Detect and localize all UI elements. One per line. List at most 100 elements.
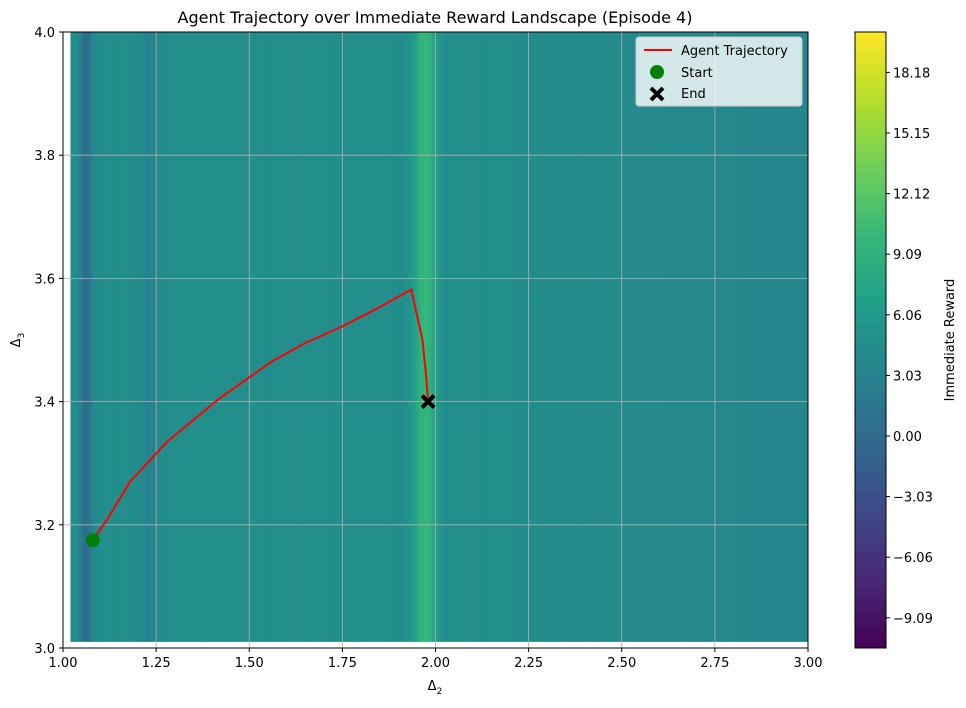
heatmap-column: [70, 32, 73, 642]
colorbar-ticks: −9.09 −6.06 −3.03 0.00 3.03 6.06 9.09 12.12 15.1…: [886, 66, 933, 627]
heatmap-column: [413, 32, 416, 642]
heatmap-column: [299, 32, 302, 642]
heatmap-column: [550, 32, 553, 642]
heatmap-column: [501, 32, 504, 642]
heatmap-column: [657, 32, 660, 642]
heatmap-column: [176, 32, 179, 642]
heatmap-column: [457, 32, 460, 642]
heatmap-column: [492, 32, 495, 642]
y-tick-label: 3.8: [34, 149, 55, 164]
heatmap-column: [538, 32, 541, 642]
heatmap-column: [128, 32, 131, 642]
heatmap-column: [472, 32, 475, 642]
heatmap-column: [311, 32, 314, 642]
heatmap-column: [274, 32, 277, 642]
heatmap-column: [225, 32, 228, 642]
heatmap-column: [216, 32, 219, 642]
heatmap-column: [258, 32, 261, 642]
heatmap-column: [776, 32, 779, 642]
heatmap-column: [270, 32, 273, 642]
heatmap-column: [773, 32, 776, 642]
heatmap-column: [781, 32, 784, 642]
heatmap-column: [739, 32, 742, 642]
heatmap-column: [529, 32, 532, 642]
heatmap-column: [490, 32, 493, 642]
heatmap-column: [237, 32, 240, 642]
heatmap-column: [118, 32, 121, 642]
heatmap-column: [547, 32, 550, 642]
heatmap-column: [210, 32, 213, 642]
heatmap-column: [560, 32, 563, 642]
heatmap-column: [213, 32, 216, 642]
heatmap-column: [94, 32, 97, 642]
heatmap-column: [734, 32, 738, 642]
heatmap-column: [349, 32, 352, 642]
heatmap-column: [185, 32, 188, 642]
heatmap-column: [389, 32, 392, 642]
heatmap-column: [718, 32, 721, 642]
heatmap-column: [165, 32, 168, 642]
heatmap-column: [219, 32, 222, 642]
heatmap-column: [523, 32, 526, 642]
y-axis-label: Δ3: [9, 333, 27, 348]
heatmap-column: [730, 32, 733, 642]
heatmap-column: [359, 32, 362, 642]
heatmap-column: [654, 32, 657, 642]
x-tick-label: 1.50: [235, 656, 264, 671]
heatmap-column: [635, 32, 638, 642]
heatmap-column: [690, 32, 693, 642]
heatmap-column: [621, 32, 624, 642]
heatmap-column: [164, 32, 167, 642]
heatmap-column: [362, 32, 365, 642]
heatmap-column: [562, 32, 565, 642]
series-layer: [85, 287, 436, 548]
heatmap-column: [143, 32, 146, 642]
heatmap-column: [404, 32, 407, 642]
heatmap-column: [167, 32, 170, 642]
heatmap-column: [681, 32, 684, 642]
heatmap-column: [499, 32, 502, 642]
heatmap-column: [675, 32, 678, 642]
heatmap-column: [419, 32, 422, 642]
heatmap-column: [757, 32, 760, 642]
heatmap-column: [462, 32, 465, 642]
heatmap-column: [282, 32, 285, 642]
heatmap-column: [131, 32, 134, 642]
heatmap-column: [195, 32, 198, 642]
heatmap-column: [86, 32, 89, 642]
heatmap-column: [289, 32, 292, 642]
heatmap-column: [138, 32, 142, 642]
heatmap-column: [280, 32, 283, 642]
heatmap-column: [347, 32, 350, 642]
heatmap-column: [103, 32, 106, 642]
heatmap-column: [709, 32, 712, 642]
heatmap-column: [474, 32, 477, 642]
heatmap-column: [249, 32, 252, 642]
heatmap-column: [194, 32, 197, 642]
heatmap-column: [642, 32, 645, 642]
heatmap-column: [398, 32, 401, 642]
heatmap-column: [392, 32, 395, 642]
heatmap-column: [80, 32, 83, 642]
heatmap-column: [764, 32, 767, 642]
heatmap-column: [585, 32, 589, 642]
colorbar-tick-label: 3.03: [893, 369, 922, 384]
heatmap-column: [465, 32, 468, 642]
heatmap-column: [355, 32, 358, 642]
heatmap-column: [226, 32, 229, 642]
heatmap-column: [104, 32, 107, 642]
heatmap-column: [672, 32, 675, 642]
colorbar-gradient: [854, 31, 887, 649]
heatmap-column: [356, 32, 359, 642]
colorbar-tick-label: −9.09: [893, 612, 933, 627]
heatmap-column: [191, 32, 194, 642]
heatmap-column: [302, 32, 305, 642]
heatmap-column: [144, 32, 148, 642]
heatmap-column: [293, 32, 297, 642]
heatmap-column: [422, 32, 425, 642]
heatmap-column: [115, 32, 118, 642]
heatmap-column: [618, 32, 621, 642]
heatmap-column: [651, 32, 654, 642]
heatmap-column: [410, 32, 413, 642]
heatmap-column: [426, 32, 429, 642]
